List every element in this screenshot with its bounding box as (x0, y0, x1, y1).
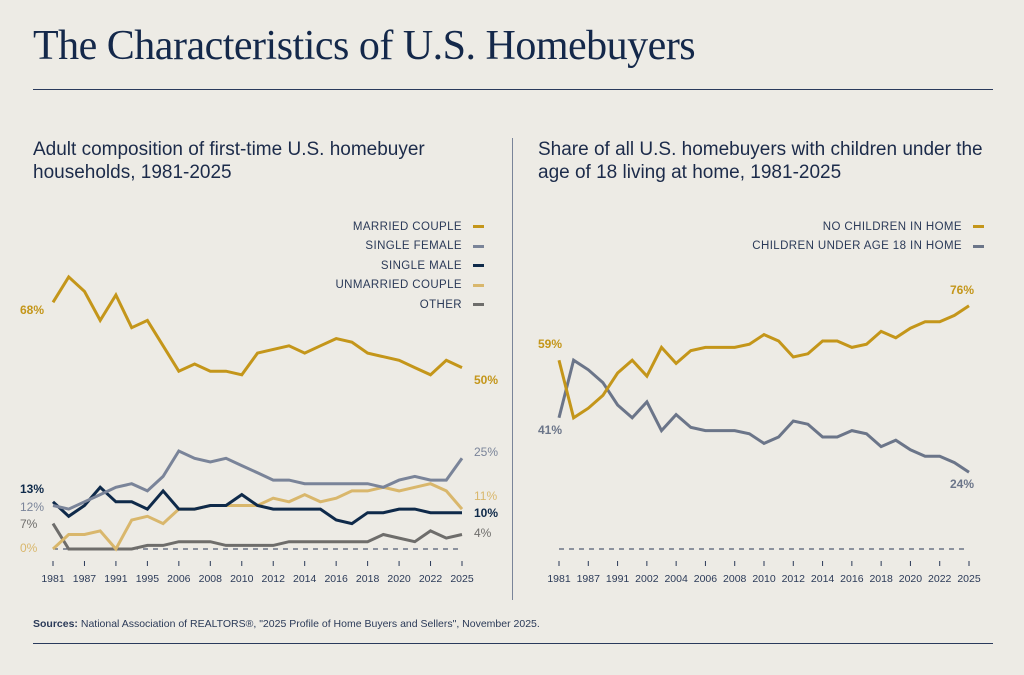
legend-item: CHILDREN UNDER AGE 18 IN HOME (752, 237, 984, 257)
legend-item: OTHER (335, 295, 484, 315)
x-tick-label: 2022 (928, 573, 952, 585)
x-tick-label: 2018 (869, 573, 893, 585)
x-tick-label: 2012 (262, 573, 286, 585)
end-value-label: 10% (474, 506, 498, 520)
series-line-other (51, 522, 463, 551)
legend-item: NO CHILDREN IN HOME (752, 217, 984, 237)
title-divider (33, 89, 993, 90)
sources-note: Sources: National Association of REALTOR… (33, 618, 540, 630)
legend-label: MARRIED COUPLE (352, 220, 462, 233)
x-tick-label: 2022 (419, 573, 443, 585)
x-tick-label: 2020 (899, 573, 923, 585)
x-tick-label: 2008 (199, 573, 223, 585)
x-tick-label: 1991 (104, 573, 128, 585)
legend-item: SINGLE FEMALE (335, 237, 484, 257)
legend-label: SINGLE FEMALE (365, 240, 462, 253)
legend-label: NO CHILDREN IN HOME (822, 220, 962, 233)
x-tick-label: 2012 (782, 573, 806, 585)
x-tick-label: 1981 (41, 573, 65, 585)
start-value-label: 0% (20, 541, 38, 555)
end-value-label: 25% (474, 445, 498, 459)
x-tick-label: 2025 (450, 573, 474, 585)
sources-label: Sources: (33, 618, 78, 630)
x-tick-label: 1987 (577, 573, 601, 585)
legend-item: MARRIED COUPLE (335, 217, 484, 237)
x-tick-label: 2006 (167, 573, 191, 585)
x-tick-label: 2008 (723, 573, 747, 585)
end-value-label: 11% (474, 489, 497, 503)
legend-swatch (473, 264, 484, 268)
legend-label: CHILDREN UNDER AGE 18 IN HOME (752, 240, 962, 253)
legend-label: OTHER (419, 298, 462, 311)
x-tick-label: 2002 (635, 573, 659, 585)
x-tick-label: 2010 (752, 573, 776, 585)
footer-divider (33, 643, 993, 644)
page-title: The Characteristics of U.S. Homebuyers (33, 23, 696, 69)
x-tick-label: 2025 (957, 573, 981, 585)
series-line-no-children-in-home (557, 304, 970, 421)
x-tick-label: 1981 (547, 573, 571, 585)
x-tick-label: 2014 (811, 573, 835, 585)
chart-divider (512, 138, 513, 600)
start-value-label: 41% (538, 423, 562, 437)
end-value-label: 50% (474, 373, 498, 387)
x-tick-label: 2020 (387, 573, 411, 585)
x-tick-label: 2006 (694, 573, 718, 585)
series-line-single-male (51, 485, 462, 526)
end-value-label: 4% (474, 526, 492, 540)
left-legend: MARRIED COUPLE SINGLE FEMALE SINGLE MALE UN… (335, 217, 484, 315)
legend-swatch (973, 244, 984, 248)
series-line-married-couple (51, 274, 463, 377)
legend-label: SINGLE MALE (380, 259, 462, 272)
legend-item: SINGLE MALE (335, 256, 484, 276)
series-line-single-female (52, 449, 464, 511)
legend-swatch (973, 225, 984, 229)
x-tick-label: 1987 (73, 573, 97, 585)
start-value-label: 7% (20, 517, 38, 531)
series-line-children-under-age-18-in-home (557, 357, 970, 474)
x-tick-label: 2016 (840, 573, 864, 585)
right-legend: NO CHILDREN IN HOME CHILDREN UNDER AGE 18… (752, 217, 984, 256)
x-tick-label: 2016 (324, 573, 348, 585)
end-value-label: 24% (950, 477, 974, 491)
x-tick-label: 2004 (664, 573, 688, 585)
legend-swatch (473, 225, 484, 229)
x-tick-label: 1995 (136, 573, 160, 585)
x-tick-label: 2018 (356, 573, 380, 585)
legend-swatch (473, 244, 484, 248)
start-value-label: 59% (538, 337, 562, 351)
end-value-label: 76% (950, 283, 974, 297)
right-chart-title: Share of all U.S. homebuyers with childr… (538, 139, 983, 183)
sources-text: National Association of REALTORS®, "2025… (77, 618, 540, 630)
legend-item: UNMARRIED COUPLE (335, 276, 484, 296)
x-tick-label: 2014 (293, 573, 317, 585)
start-value-label: 12% (20, 500, 44, 514)
legend-label: UNMARRIED COUPLE (335, 279, 462, 292)
start-value-label: 68% (20, 303, 44, 317)
start-value-label: 13% (20, 482, 44, 496)
x-tick-label: 2010 (230, 573, 254, 585)
x-tick-label: 1991 (606, 573, 630, 585)
legend-swatch (473, 303, 484, 307)
legend-swatch (473, 283, 484, 287)
left-chart-title: Adult composition of first-time U.S. hom… (33, 139, 425, 183)
